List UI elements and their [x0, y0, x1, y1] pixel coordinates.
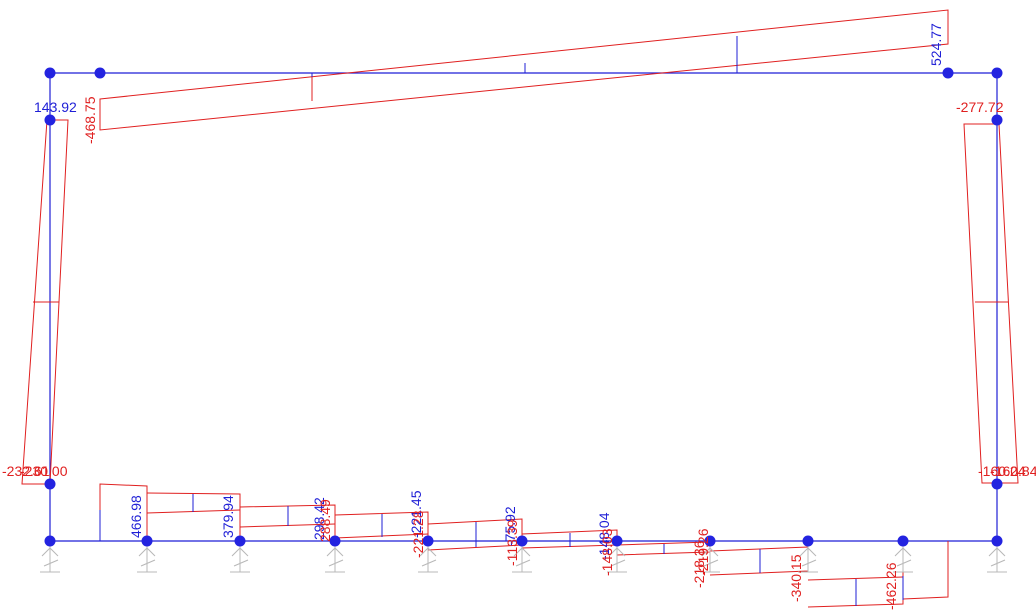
label-top-beam-right: 524.77 — [928, 23, 944, 66]
frame-structure — [49, 72, 998, 542]
node — [991, 114, 1003, 126]
label-left-column-top: 143.92 — [34, 99, 77, 115]
label-base-5b: -113.39 — [504, 519, 520, 566]
label-left-column-bottom: -232.61 — [2, 463, 50, 479]
label-base-8: -340.15 — [788, 554, 804, 602]
label-base-6a: -148.04 — [596, 512, 612, 560]
node — [422, 535, 434, 547]
support-icon — [893, 545, 913, 573]
label-left-column-bottom-overlap: -230.00 — [20, 463, 68, 479]
support-icon — [987, 545, 1007, 573]
node — [991, 478, 1003, 490]
label-base-3a: 298.42 — [311, 497, 327, 540]
top-beam-diagram-ticks — [311, 36, 738, 100]
node — [704, 535, 716, 547]
node — [329, 535, 341, 547]
label-base-5a: -75.92 — [502, 506, 518, 546]
node — [802, 535, 814, 547]
node — [991, 535, 1003, 547]
node — [611, 535, 623, 547]
support-icon — [607, 545, 627, 573]
node — [991, 67, 1003, 79]
label-base-3b: 288.49 — [317, 499, 333, 542]
node — [516, 535, 528, 547]
node — [44, 67, 56, 79]
right-column-diagram — [963, 123, 1019, 484]
label-right-column-bottom: -160.24 — [978, 463, 1026, 479]
nodes — [44, 67, 1003, 547]
label-base-2: 379.94 — [220, 495, 236, 538]
node — [44, 478, 56, 490]
support-icon — [230, 545, 250, 573]
support-icon — [512, 545, 532, 573]
label-base-7a: -218.36 — [691, 540, 707, 588]
left-column-diagram — [21, 119, 69, 485]
node — [141, 535, 153, 547]
support-icon — [700, 545, 720, 573]
label-right-column-top: -277.72 — [956, 99, 1004, 115]
supports — [40, 545, 1007, 573]
support-icon — [798, 545, 818, 573]
label-top-beam-left: -468.75 — [82, 96, 98, 144]
label-base-7b: -219.26 — [695, 528, 711, 576]
node — [942, 67, 954, 79]
node — [94, 67, 106, 79]
node — [234, 535, 246, 547]
label-base-4b: -221.28 — [410, 510, 426, 558]
support-icon — [137, 545, 157, 573]
value-labels: 524.77 -468.75 143.92 -277.72 -232.61 -2… — [2, 23, 1036, 610]
label-right-column-bottom-overlap: -160.84 — [990, 463, 1036, 479]
top-beam-diagram — [99, 9, 949, 131]
label-base-6b: -148.03 — [599, 528, 615, 576]
node — [44, 114, 56, 126]
label-base-9: -462.26 — [883, 562, 899, 610]
support-icon — [40, 545, 60, 573]
support-icon — [325, 545, 345, 573]
node — [897, 535, 909, 547]
base-beam-diagram-ticks — [99, 494, 904, 606]
label-base-4a: -221.45 — [408, 490, 424, 538]
node — [44, 535, 56, 547]
support-icon — [418, 545, 438, 573]
label-base-1: 466.98 — [128, 495, 144, 538]
